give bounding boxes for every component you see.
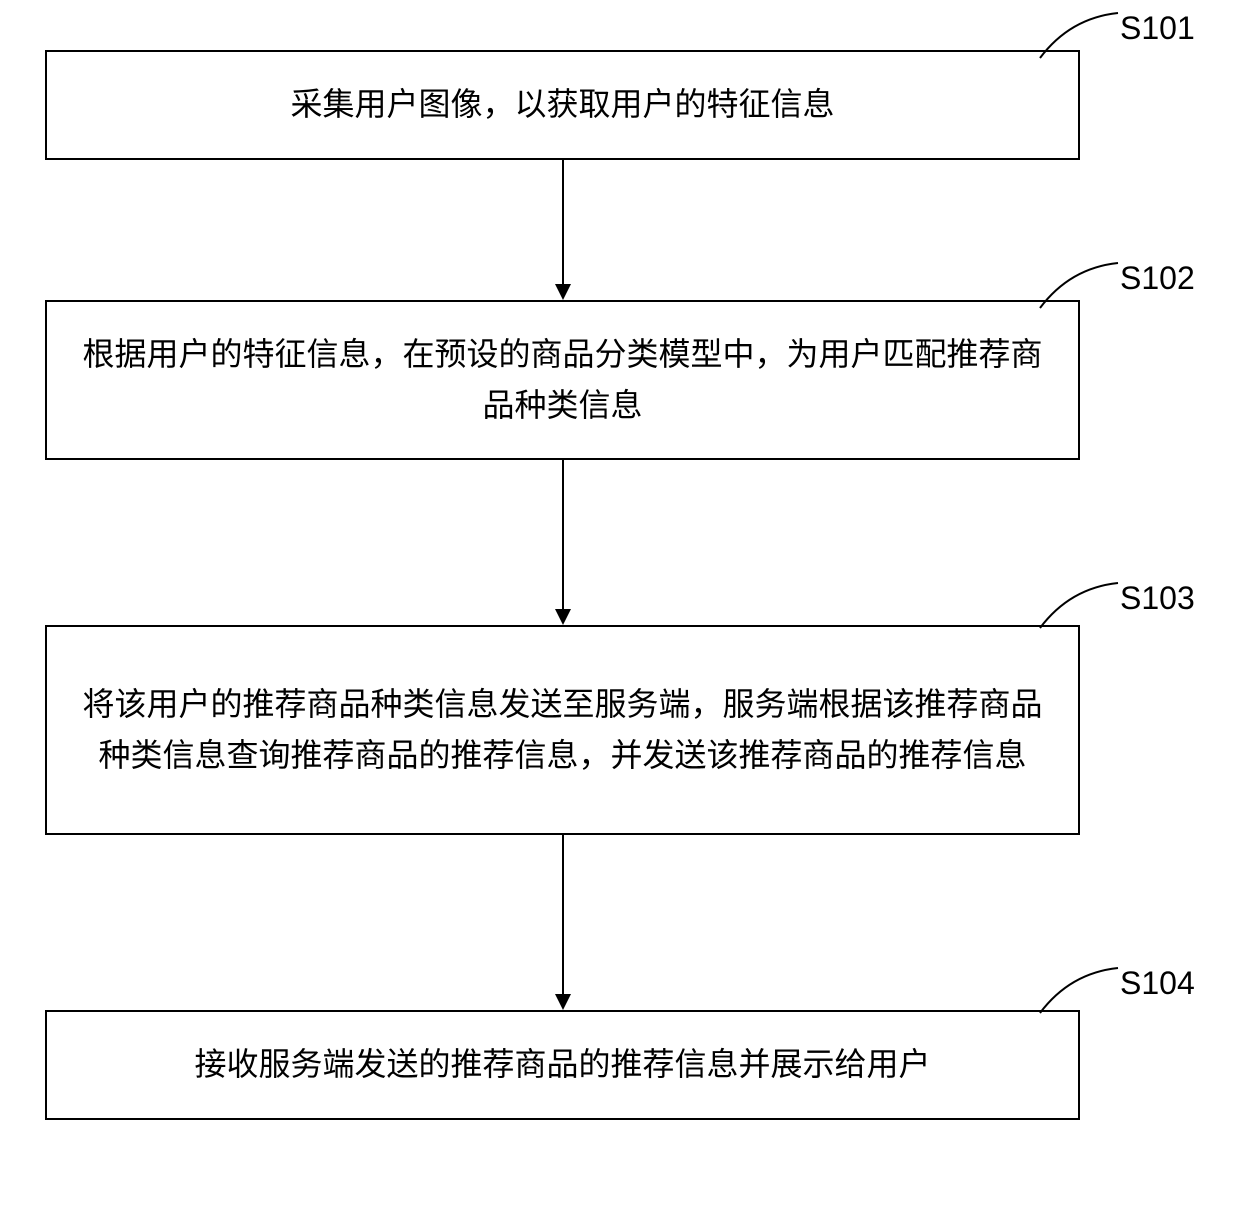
node-text: 将该用户的推荐商品种类信息发送至服务端，服务端根据该推荐商品种类信息查询推荐商品… (77, 679, 1048, 781)
node-label-s104: S104 (1120, 965, 1195, 1002)
flowchart-container: 采集用户图像，以获取用户的特征信息 S101 根据用户的特征信息，在预设的商品分… (0, 0, 1240, 1219)
label-connector-s102 (1030, 258, 1120, 313)
label-connector-s104 (1030, 963, 1120, 1018)
arrow-head-s101-s102 (555, 284, 571, 300)
flowchart-node-s102: 根据用户的特征信息，在预设的商品分类模型中，为用户匹配推荐商品种类信息 (45, 300, 1080, 460)
arrow-s103-s104 (562, 835, 564, 994)
node-label-s101: S101 (1120, 10, 1195, 47)
node-text: 接收服务端发送的推荐商品的推荐信息并展示给用户 (194, 1039, 930, 1090)
flowchart-node-s101: 采集用户图像，以获取用户的特征信息 (45, 50, 1080, 160)
label-connector-s101 (1030, 8, 1120, 63)
node-label-s103: S103 (1120, 580, 1195, 617)
label-connector-s103 (1030, 578, 1120, 633)
node-text: 根据用户的特征信息，在预设的商品分类模型中，为用户匹配推荐商品种类信息 (77, 329, 1048, 431)
flowchart-node-s103: 将该用户的推荐商品种类信息发送至服务端，服务端根据该推荐商品种类信息查询推荐商品… (45, 625, 1080, 835)
arrow-head-s103-s104 (555, 994, 571, 1010)
flowchart-node-s104: 接收服务端发送的推荐商品的推荐信息并展示给用户 (45, 1010, 1080, 1120)
node-text: 采集用户图像，以获取用户的特征信息 (290, 79, 834, 130)
node-label-s102: S102 (1120, 260, 1195, 297)
arrow-s101-s102 (562, 160, 564, 284)
arrow-s102-s103 (562, 460, 564, 609)
arrow-head-s102-s103 (555, 609, 571, 625)
